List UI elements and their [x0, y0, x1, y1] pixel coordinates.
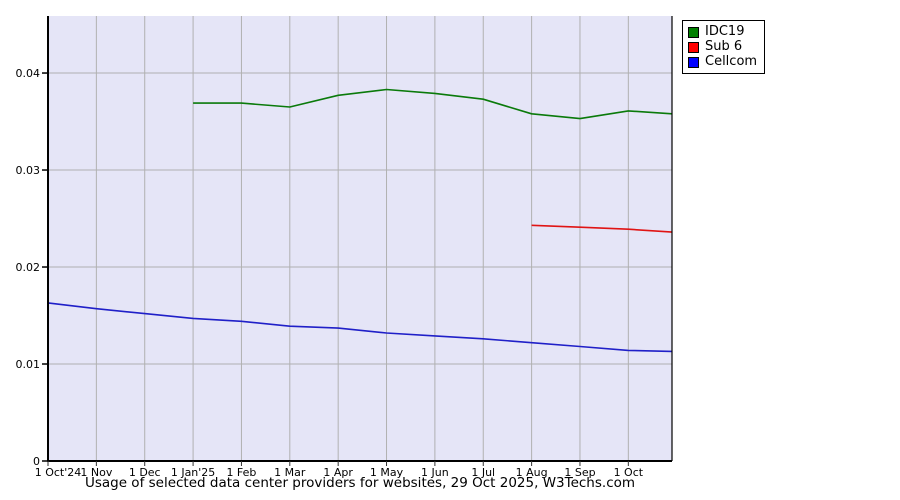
- cellcom-swatch-icon: [688, 56, 699, 68]
- legend-item-idc19: IDC19: [688, 25, 757, 39]
- legend-item-cellcom: Cellcom: [688, 55, 757, 69]
- x-tick-label: 1 Aug: [516, 466, 548, 479]
- y-tick-label: 0.04: [16, 67, 41, 80]
- legend: IDC19 Sub 6 Cellcom: [682, 20, 766, 74]
- x-tick-label: 1 May: [370, 466, 404, 479]
- series-line-cellcom: [47, 302, 673, 353]
- legend-label-cellcom: Cellcom: [705, 54, 758, 69]
- y-tick-label: 0.03: [16, 164, 41, 177]
- chart-title: Usage of selected data center providers …: [84, 475, 636, 491]
- series-line-idc19: [193, 88, 673, 120]
- x-tick-label: 1 Feb: [226, 466, 256, 479]
- legend-label-sub6: Sub 6: [705, 39, 743, 54]
- x-tick-label: 1 Mar: [274, 466, 306, 479]
- series-line-sub-6: [531, 224, 673, 233]
- x-tick-label: 1 Oct: [614, 466, 644, 479]
- x-tick-label: 1 Jan'25: [171, 466, 215, 479]
- y-tick-label: 0.01: [16, 358, 41, 371]
- x-tick-label: 1 Dec: [129, 466, 161, 479]
- y-tick-label: 0.02: [16, 261, 41, 274]
- x-tick-label: 1 Jun: [421, 466, 449, 479]
- x-tick-label: 1 Sep: [564, 466, 595, 479]
- legend-label-idc19: IDC19: [705, 24, 745, 39]
- legend-item-sub6: Sub 6: [688, 40, 757, 54]
- x-tick-label: 1 Apr: [323, 466, 353, 479]
- y-tick-label: 0: [33, 455, 40, 468]
- x-tick-label: 1 Jul: [471, 466, 495, 479]
- x-tick-label: 1 Oct'24: [35, 466, 82, 479]
- sub6-swatch-icon: [688, 41, 699, 53]
- plot-background: [48, 16, 672, 461]
- idc19-swatch-icon: [688, 26, 699, 38]
- x-tick-label: 1 Nov: [80, 466, 112, 479]
